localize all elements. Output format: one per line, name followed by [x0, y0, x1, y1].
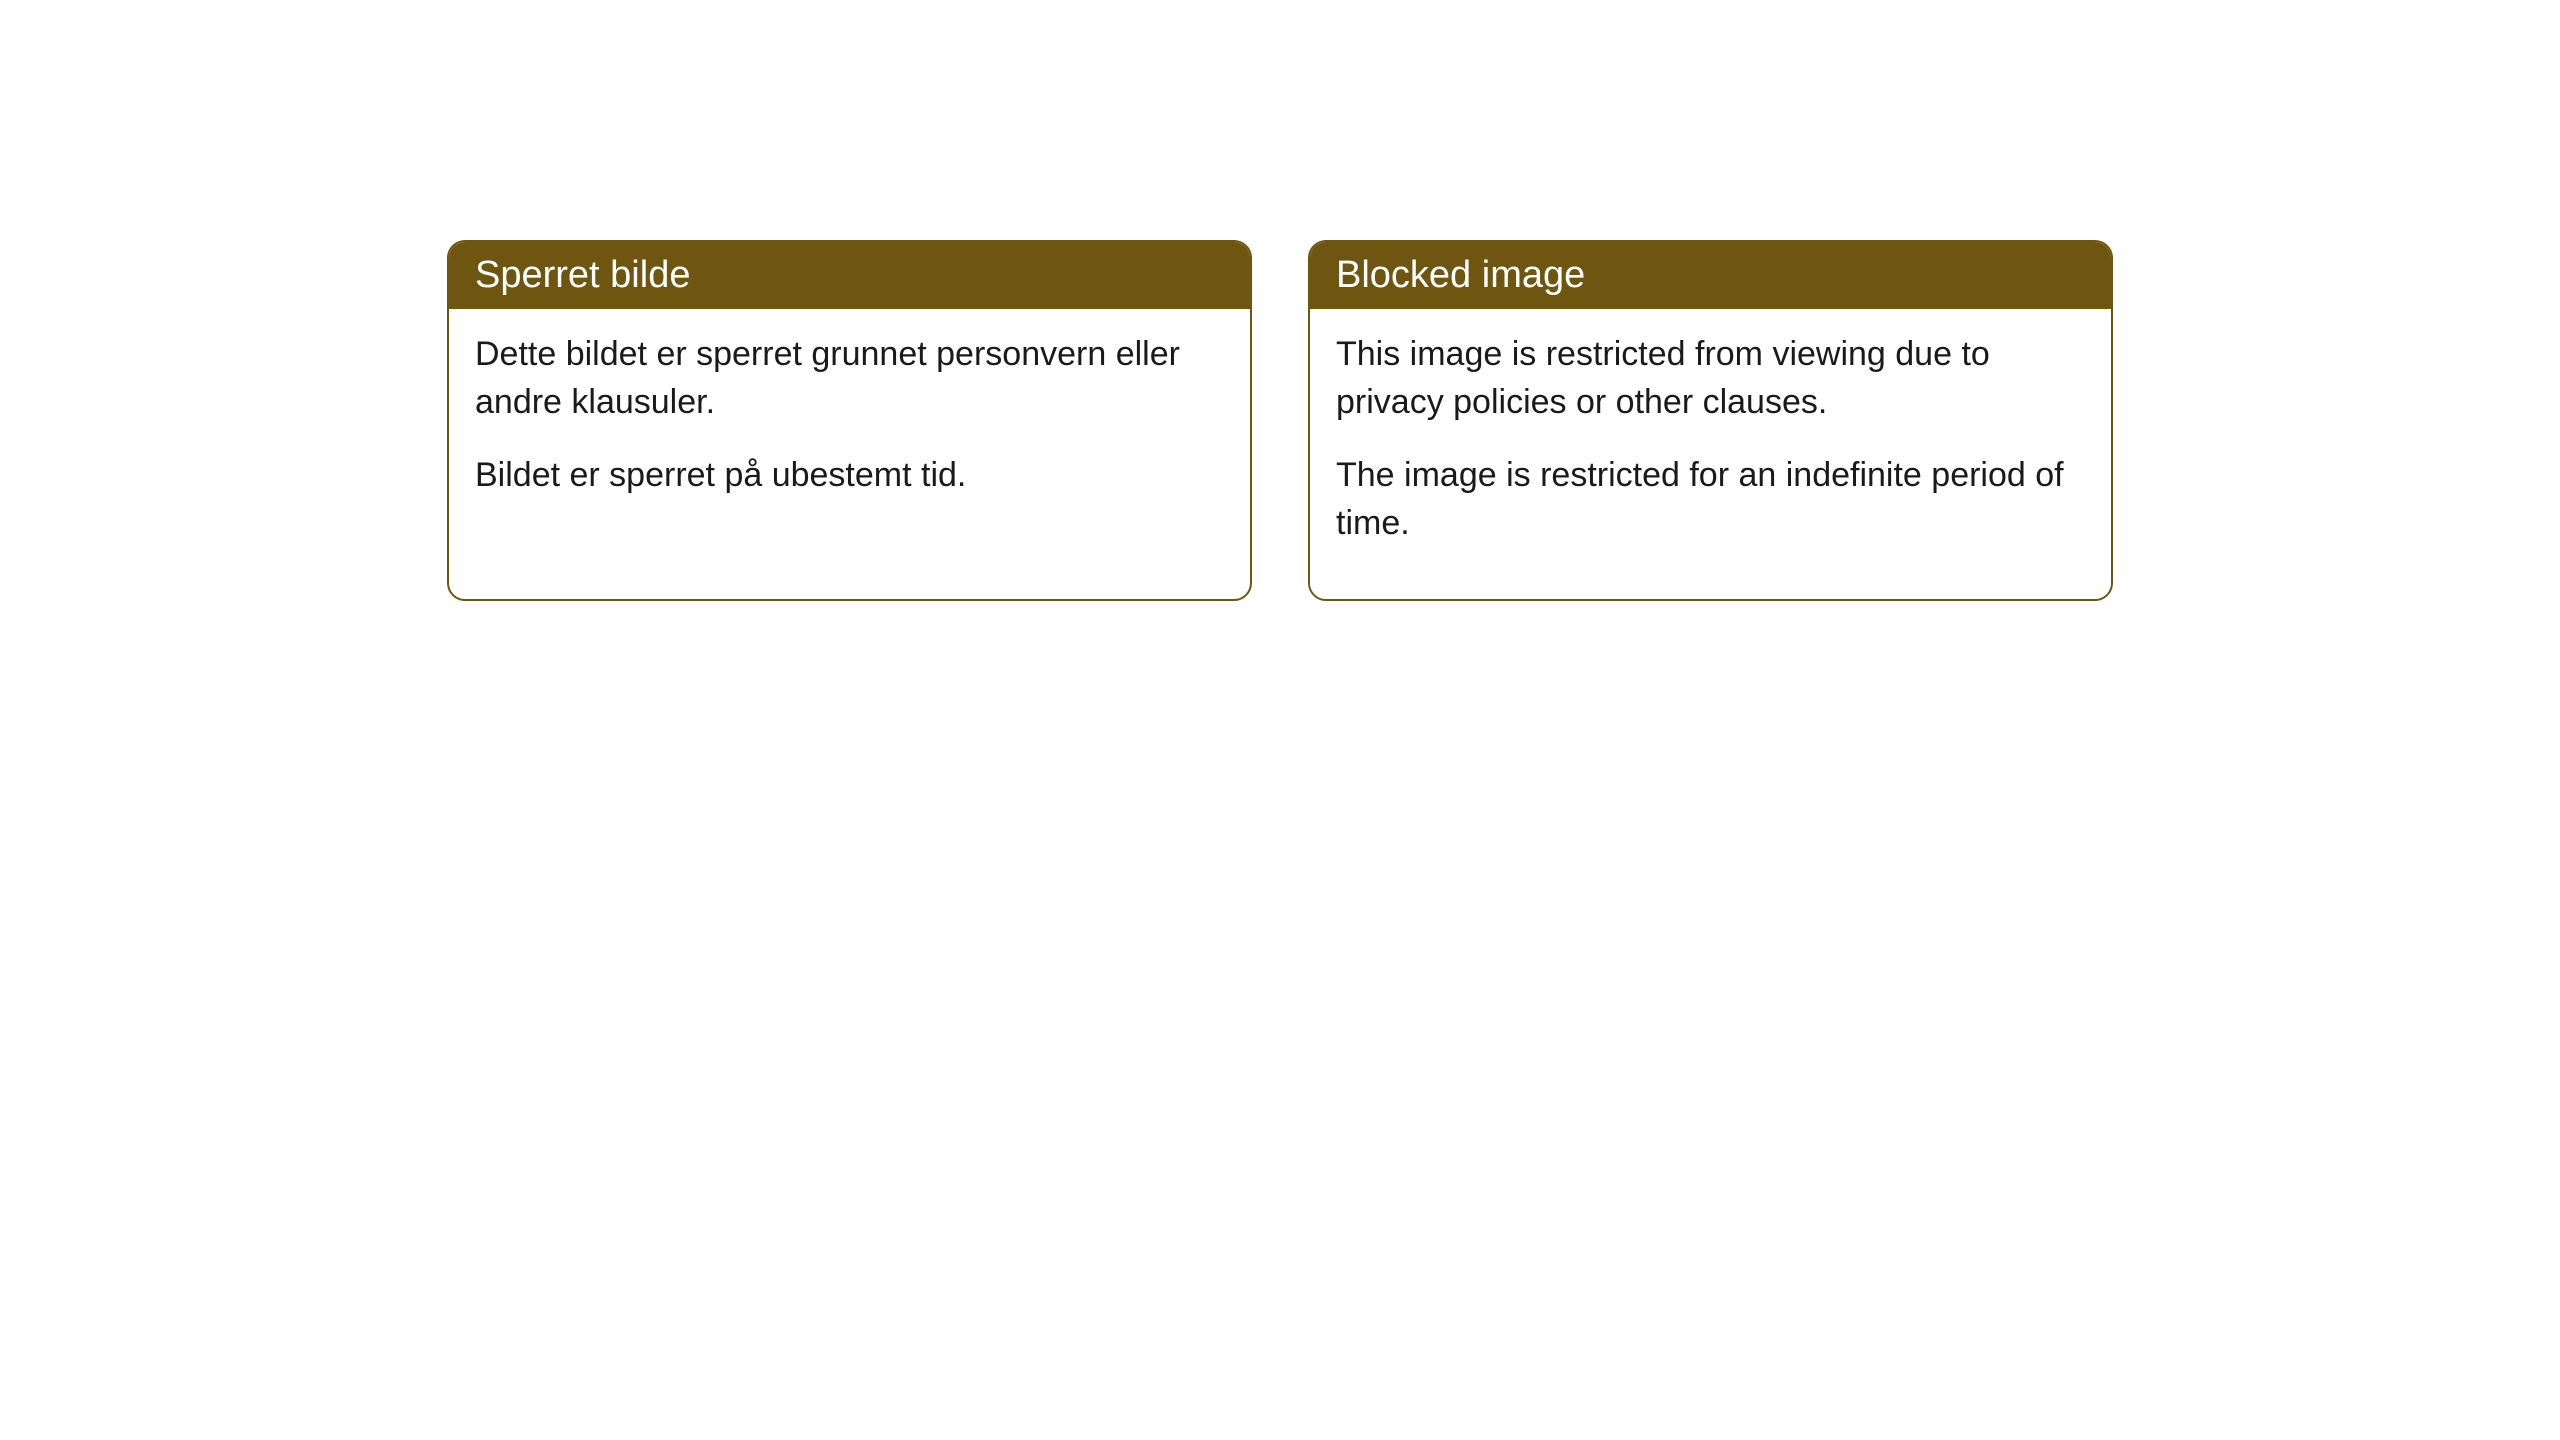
- card-paragraph: Bildet er sperret på ubestemt tid.: [475, 452, 1224, 500]
- card-title: Sperret bilde: [475, 254, 690, 296]
- card-paragraph: Dette bildet er sperret grunnet personve…: [475, 331, 1224, 426]
- card-container: Sperret bilde Dette bildet er sperret gr…: [447, 240, 2113, 601]
- card-header-norwegian: Sperret bilde: [449, 242, 1250, 309]
- card-paragraph: The image is restricted for an indefinit…: [1336, 452, 2085, 547]
- card-body-norwegian: Dette bildet er sperret grunnet personve…: [449, 309, 1250, 552]
- card-header-english: Blocked image: [1310, 242, 2111, 309]
- card-title: Blocked image: [1336, 254, 1585, 296]
- card-paragraph: This image is restricted from viewing du…: [1336, 331, 2085, 426]
- card-english: Blocked image This image is restricted f…: [1308, 240, 2113, 601]
- card-norwegian: Sperret bilde Dette bildet er sperret gr…: [447, 240, 1252, 601]
- card-body-english: This image is restricted from viewing du…: [1310, 309, 2111, 599]
